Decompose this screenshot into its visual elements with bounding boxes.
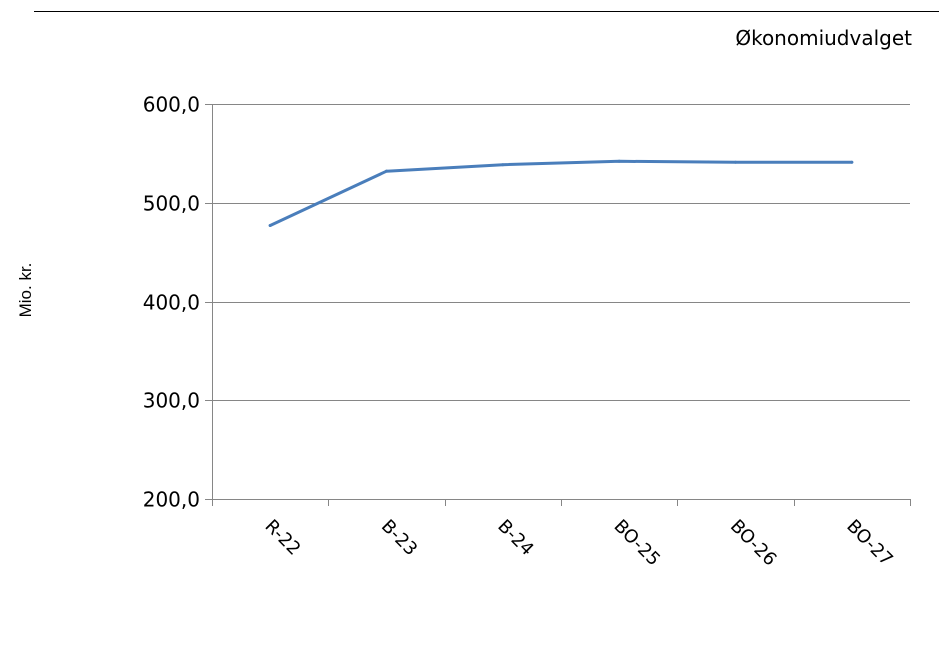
x-tick-label: BO-25 xyxy=(610,516,665,571)
x-tick-label: BO-26 xyxy=(726,516,781,571)
y-axis-title: Mio. kr. xyxy=(16,263,35,318)
data-point xyxy=(850,160,854,164)
x-tick-label: B-23 xyxy=(377,516,421,560)
data-point xyxy=(385,169,388,173)
y-tick-labels: 200,0 300,0 400,0 500,0 600,0 xyxy=(143,93,200,512)
x-tick-labels: R-22 B-23 B-24 BO-25 BO-26 BO-27 xyxy=(261,516,897,571)
y-tick-label: 600,0 xyxy=(143,93,200,117)
series-layer xyxy=(268,159,854,227)
top-divider-line xyxy=(34,11,939,12)
y-tick-label: 500,0 xyxy=(143,192,200,216)
gridlines xyxy=(212,104,910,401)
data-point xyxy=(268,223,272,227)
x-tick-label: B-24 xyxy=(493,516,537,560)
data-point xyxy=(734,160,737,164)
y-tick-label: 400,0 xyxy=(143,291,200,315)
series-line xyxy=(268,159,854,227)
x-tick-label: R-22 xyxy=(261,516,305,560)
y-tick-label: 300,0 xyxy=(143,389,200,413)
data-point xyxy=(501,163,505,167)
x-tick-label: BO-27 xyxy=(842,516,897,571)
axes xyxy=(205,104,911,506)
y-tick-label: 200,0 xyxy=(143,488,200,512)
data-point xyxy=(617,159,621,163)
chart-header-label: Økonomiudvalget xyxy=(735,26,912,50)
